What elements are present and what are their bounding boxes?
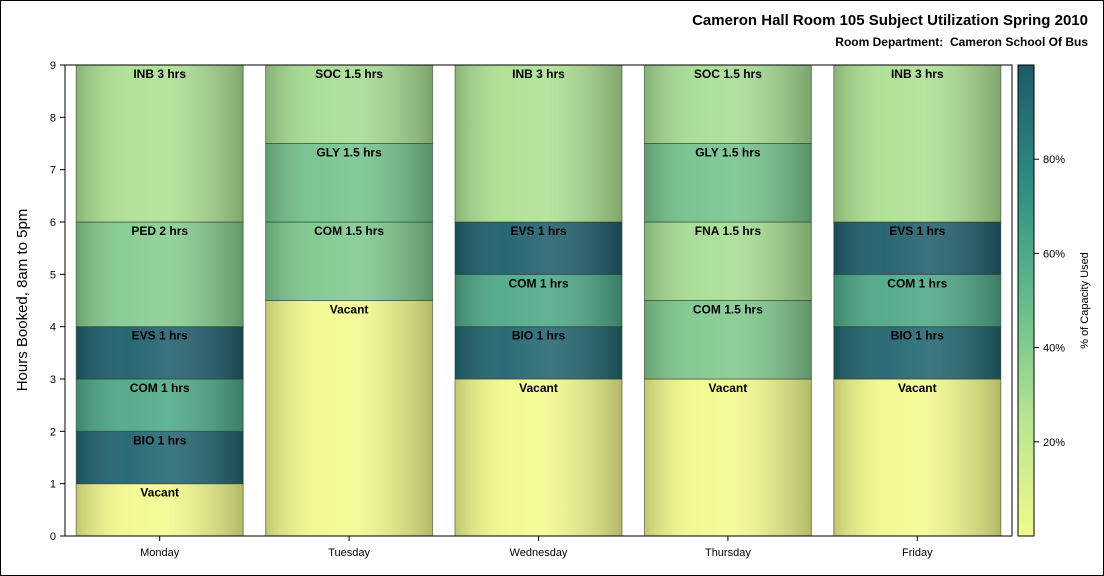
bar-segment: GLY 1.5 hrs [643,143,812,223]
bar-segment-shading [75,64,244,223]
legend-tick-label: 20% [1043,437,1065,449]
y-tick-label: 0 [50,531,56,543]
segment-label: BIO 1 hrs [133,433,187,447]
segment-label: EVS 1 hrs [889,224,945,238]
bar-segment-shading [833,378,1002,537]
bar-segment-shading [265,143,434,223]
bar-segment-shading [643,378,812,537]
y-tick-label: 4 [50,322,56,334]
bar-segment-shading [833,221,1002,275]
bar-segment-shading [833,64,1002,223]
segment-label: FNA 1.5 hrs [695,224,762,238]
y-tick-label: 5 [50,269,56,281]
bar-segment: FNA 1.5 hrs [643,221,812,301]
segment-label: COM 1.5 hrs [693,303,763,317]
segment-label: COM 1 hrs [508,276,568,290]
bar-segment: EVS 1 hrs [454,221,623,275]
y-tick-label: 9 [50,60,56,72]
segment-label: SOC 1.5 hrs [315,67,383,81]
segment-label: INB 3 hrs [512,67,565,81]
segment-label: COM 1 hrs [130,381,190,395]
bar-segment: INB 3 hrs [833,64,1002,223]
segment-label: EVS 1 hrs [510,224,566,238]
bar-segment: INB 3 hrs [75,64,244,223]
segment-label: BIO 1 hrs [891,329,945,343]
bar-segment: Vacant [265,300,434,537]
x-tick-label: Monday [140,547,180,559]
bar-segment-shading [643,143,812,223]
plot-area: Vacant BIO 1 hrs COM 1 hrs EVS 1 hrs PED 2 h… [50,60,1013,559]
y-tick-label: 2 [50,426,56,438]
y-tick-label: 8 [50,112,56,124]
bar-segment: GLY 1.5 hrs [265,143,434,223]
x-tick-label: Friday [902,547,933,559]
segment-label: COM 1 hrs [887,276,947,290]
segment-label: Vacant [519,381,558,395]
bar-segment: Vacant [643,378,812,537]
bar-segment: INB 3 hrs [454,64,623,223]
x-tick-label: Tuesday [328,547,370,559]
segment-label: EVS 1 hrs [132,329,188,343]
bar-segment: SOC 1.5 hrs [265,64,434,144]
chart-title: Cameron Hall Room 105 Subject Utilizatio… [692,12,1088,29]
segment-label: Vacant [709,381,748,395]
bar-segment: COM 1.5 hrs [643,300,812,380]
segment-label: INB 3 hrs [133,67,186,81]
bar-segment-shading [75,430,244,485]
y-tick-label: 3 [50,374,56,386]
bar-segment-shading [833,273,1002,328]
bar-segment-shading [265,221,434,301]
x-tick-label: Wednesday [510,547,568,559]
bar-segment: EVS 1 hrs [75,326,244,380]
segment-label: Vacant [330,303,369,317]
bar-segment: COM 1 hrs [833,273,1002,328]
bar-segment-shading [75,378,244,432]
bar-segment-shading [643,300,812,380]
bar-segment-shading [454,326,623,380]
bar-segment: Vacant [454,378,623,537]
bar-segment: SOC 1.5 hrs [643,64,812,144]
bar-segment: Vacant [833,378,1002,537]
y-tick-label: 1 [50,479,56,491]
plot-border [64,64,1013,537]
bar-segment: BIO 1 hrs [454,326,623,380]
bar-segment-shading [454,273,623,328]
y-tick-label: 7 [50,165,56,177]
bar-segment: BIO 1 hrs [75,430,244,485]
legend-color-bar [1017,64,1035,537]
segment-label: COM 1.5 hrs [314,224,384,238]
bar-segment-shading [454,378,623,537]
segment-label: Vacant [140,486,179,500]
legend-title: % of Capacity Used [1079,252,1091,349]
y-tick-label: 6 [50,217,56,229]
segment-label: INB 3 hrs [891,67,944,81]
bar-segment-shading [454,64,623,223]
bar-segment: COM 1 hrs [454,273,623,328]
legend-tick-label: 80% [1043,154,1065,166]
bar-segment: PED 2 hrs [75,221,244,328]
legend-tick-label: 60% [1043,248,1065,260]
segment-label: PED 2 hrs [131,224,188,238]
bar-segment-shading [265,64,434,144]
legend-tick-label: 40% [1043,343,1065,355]
bar-segment-shading [265,300,434,537]
segment-label: Vacant [898,381,937,395]
segment-label: GLY 1.5 hrs [316,146,382,160]
bar-segment-shading [643,221,812,301]
bar-segment: EVS 1 hrs [833,221,1002,275]
x-tick-label: Thursday [705,547,751,559]
bar-segment-shading [454,221,623,275]
bar-segment: COM 1.5 hrs [265,221,434,301]
bar-segment-shading [833,326,1002,380]
segment-label: BIO 1 hrs [512,329,566,343]
bar-segment: BIO 1 hrs [833,326,1002,380]
chart-subtitle: Room Department: Cameron School Of Bus [835,35,1088,49]
color-legend: 20% 40% 60% 80% % of Capacity Used [1017,64,1091,537]
bar-segment-shading [75,221,244,328]
bar-segment: Vacant [75,483,244,537]
segment-label: GLY 1.5 hrs [695,146,761,160]
segment-label: SOC 1.5 hrs [694,67,762,81]
bar-segment: COM 1 hrs [75,378,244,432]
